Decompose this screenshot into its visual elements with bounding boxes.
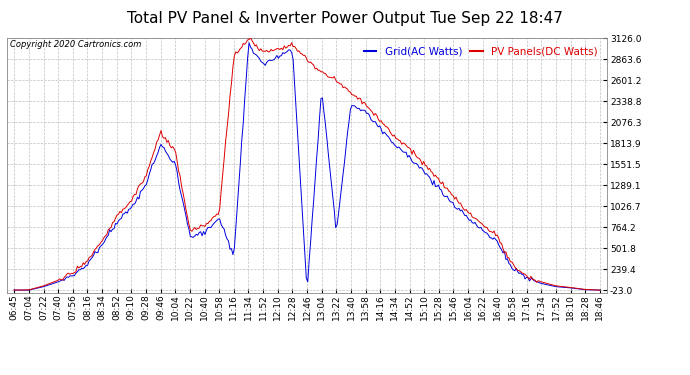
Text: Total PV Panel & Inverter Power Output Tue Sep 22 18:47: Total PV Panel & Inverter Power Output T…: [127, 11, 563, 26]
Legend: Grid(AC Watts), PV Panels(DC Watts): Grid(AC Watts), PV Panels(DC Watts): [359, 43, 602, 61]
Text: Copyright 2020 Cartronics.com: Copyright 2020 Cartronics.com: [10, 40, 141, 49]
